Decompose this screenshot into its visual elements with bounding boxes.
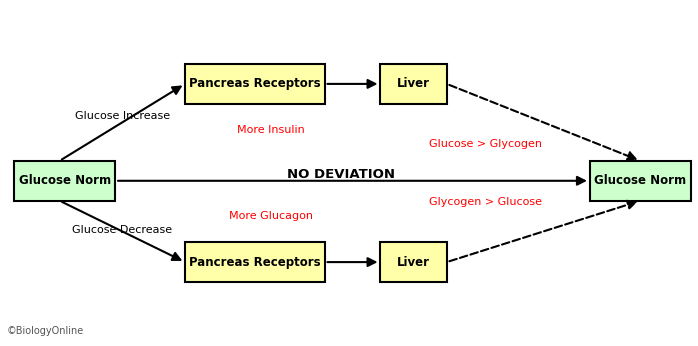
Text: More Insulin: More Insulin — [237, 125, 305, 135]
Text: NO DEVIATION: NO DEVIATION — [287, 167, 394, 181]
FancyBboxPatch shape — [185, 242, 325, 282]
Text: Glucose Norm: Glucose Norm — [19, 174, 110, 187]
Text: Glucose Norm: Glucose Norm — [595, 174, 686, 187]
FancyBboxPatch shape — [380, 64, 447, 104]
FancyBboxPatch shape — [380, 242, 447, 282]
FancyBboxPatch shape — [185, 64, 325, 104]
Text: Glucose Decrease: Glucose Decrease — [72, 225, 172, 235]
FancyBboxPatch shape — [14, 161, 115, 201]
Text: ©BiologyOnline: ©BiologyOnline — [7, 326, 84, 336]
FancyBboxPatch shape — [590, 161, 691, 201]
Text: Liver: Liver — [397, 78, 430, 90]
Text: Pancreas Receptors: Pancreas Receptors — [189, 256, 320, 268]
Text: Glycogen > Glucose: Glycogen > Glucose — [429, 198, 542, 207]
Text: Glucose Increase: Glucose Increase — [75, 111, 170, 121]
Text: Pancreas Receptors: Pancreas Receptors — [189, 78, 320, 90]
Text: More Glucagon: More Glucagon — [229, 211, 313, 221]
Text: Liver: Liver — [397, 256, 430, 268]
Text: Glucose > Glycogen: Glucose > Glycogen — [429, 139, 542, 148]
